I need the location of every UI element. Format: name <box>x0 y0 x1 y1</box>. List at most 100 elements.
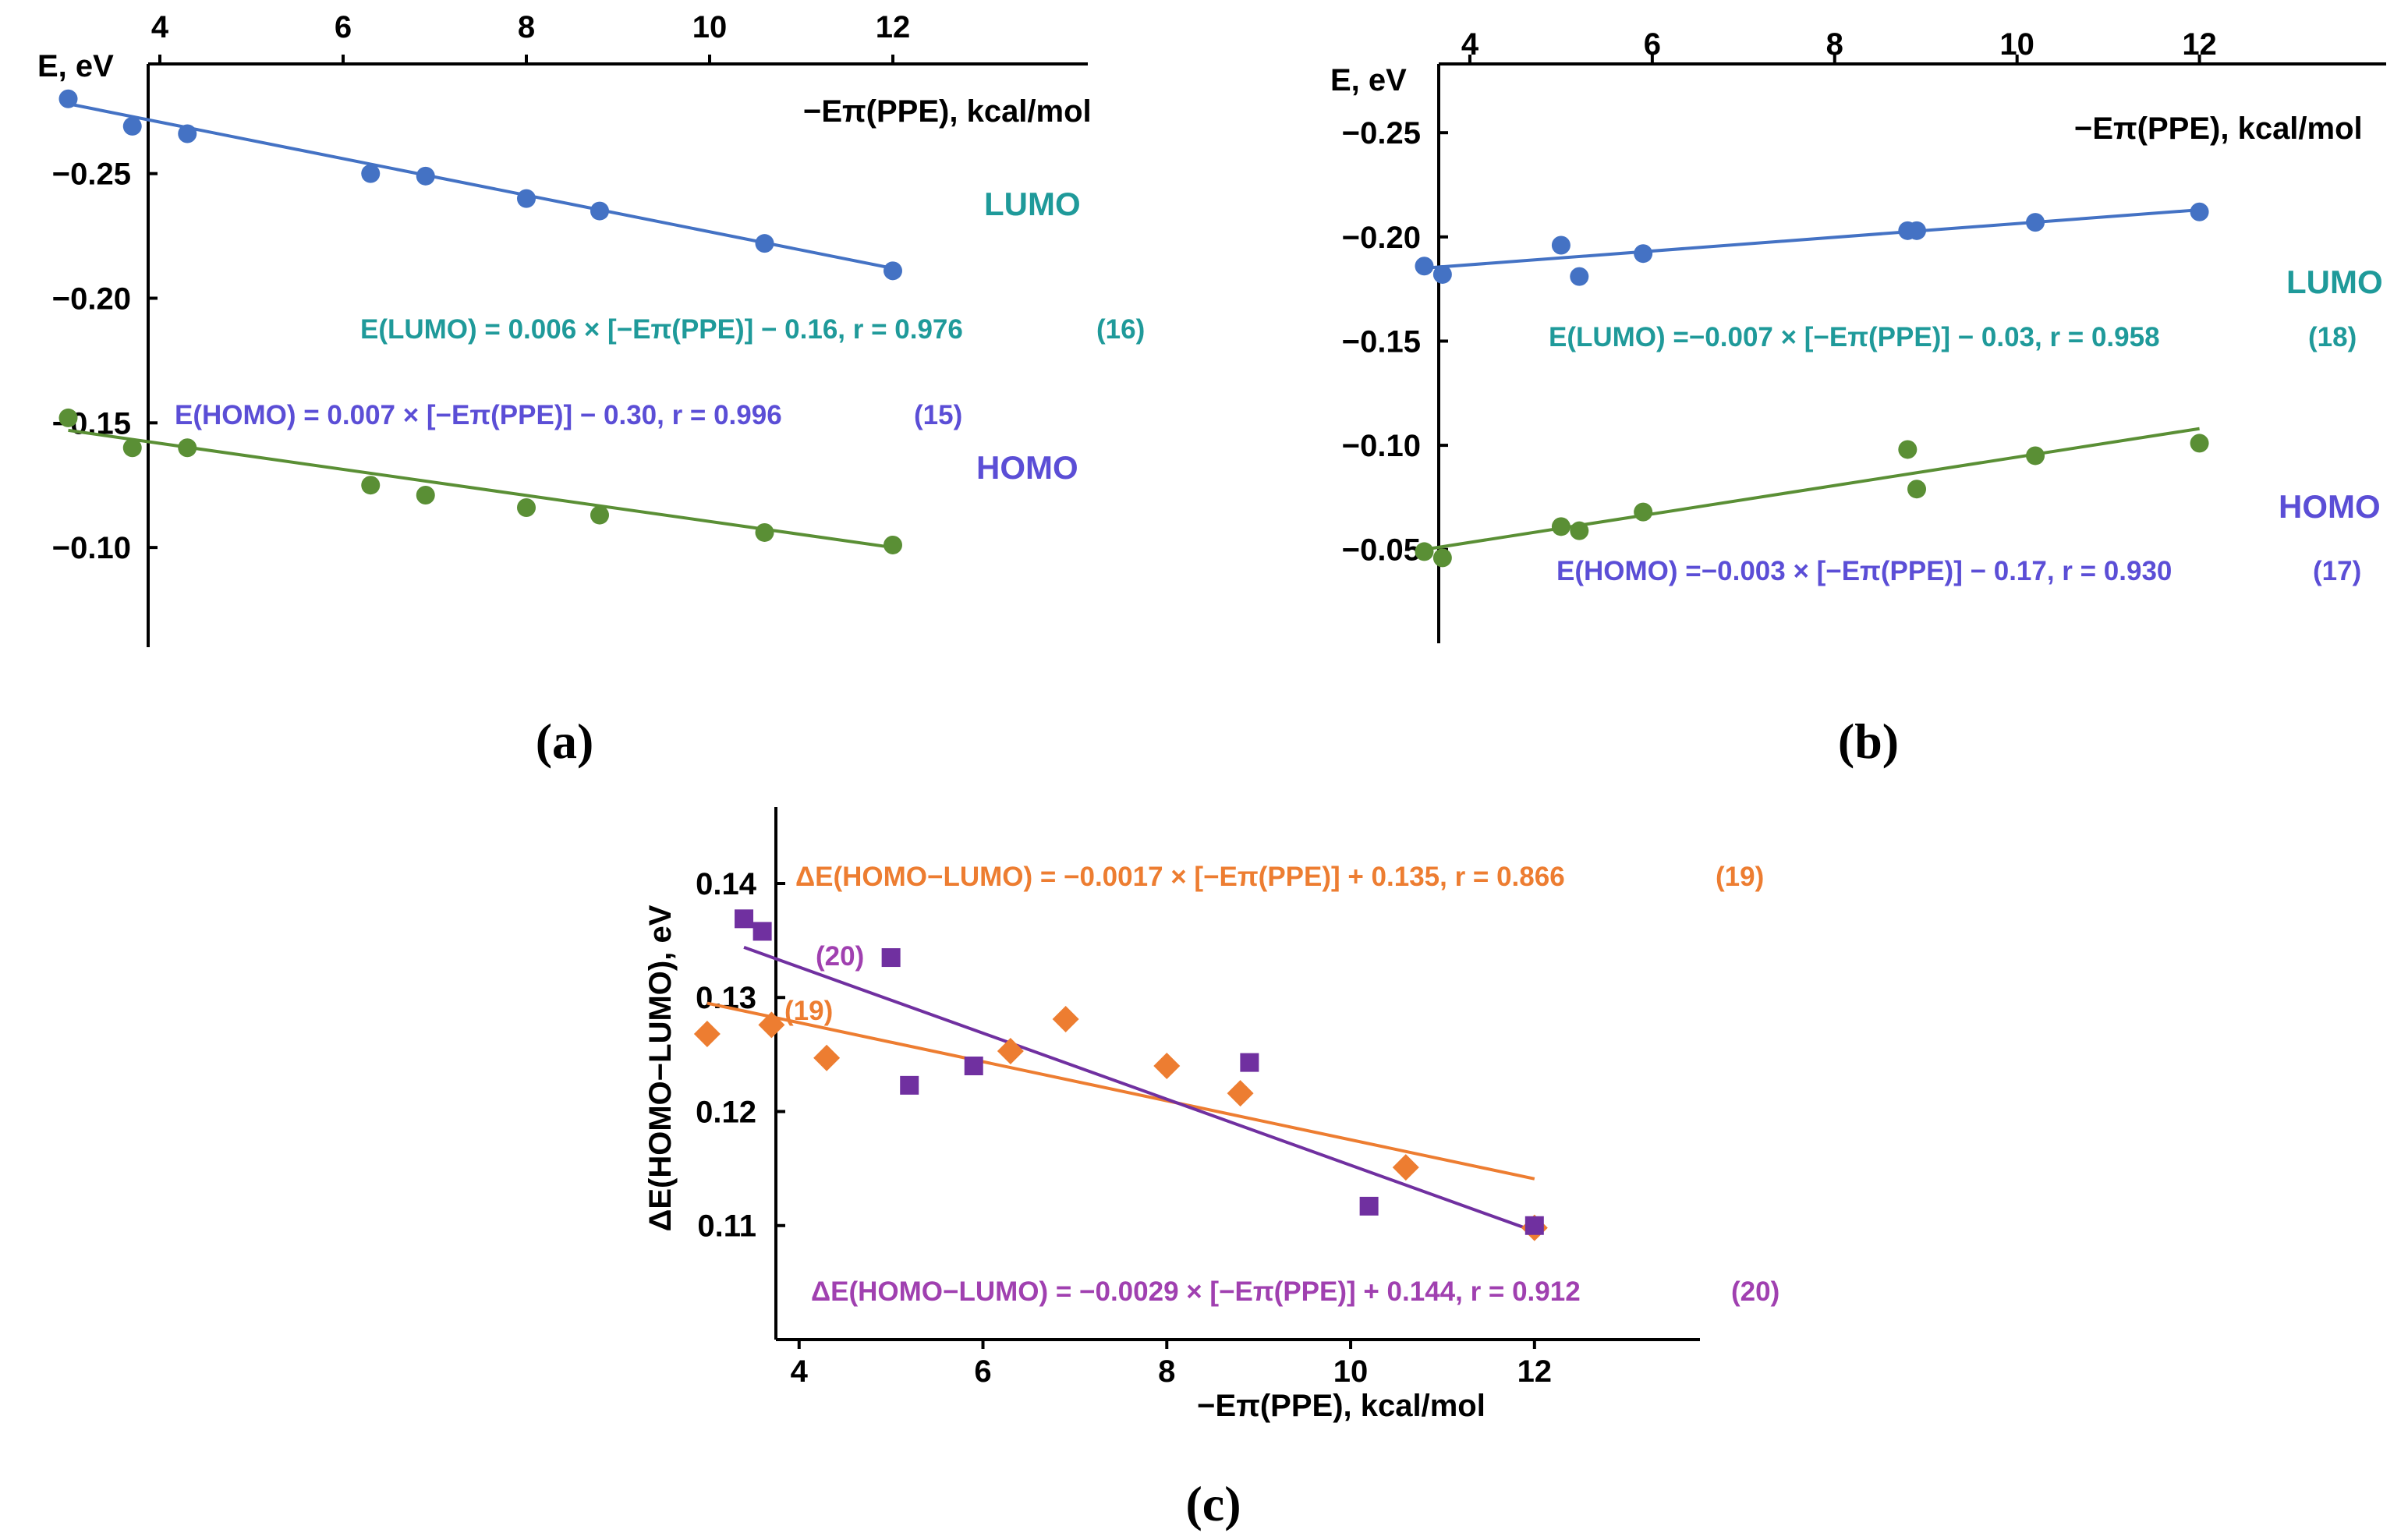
chart-b-y-tick-label: −0.10 <box>1342 429 1421 463</box>
chart-c-purple-equation: ΔE(HOMO−LUMO) = −0.0029 × [−Eπ(PPE)] + 0… <box>811 1276 1581 1307</box>
chart-b-point <box>2026 213 2045 232</box>
chart-c-point <box>997 1037 1024 1064</box>
chart-b-x-tick-label: 10 <box>1999 27 2034 62</box>
chart-c-orange-eq-number: (19) <box>1716 862 1764 892</box>
chart-b-point <box>1907 221 1927 240</box>
panel-c-label: (c) <box>1185 1476 1241 1531</box>
chart-b-xlabel: −Eπ(PPE), kcal/mol <box>2074 112 2363 146</box>
chart-a-ylabel: E, eV <box>37 49 114 83</box>
chart-b-y-tick-label: −0.20 <box>1342 221 1421 255</box>
chart-c-point <box>813 1044 841 1071</box>
chart-b-x-tick-label: 4 <box>1461 27 1479 62</box>
chart-b-point <box>2190 434 2209 453</box>
chart-c-point <box>1052 1006 1079 1033</box>
chart-a-fit-line-1 <box>68 102 894 271</box>
chart-c-fit-line-0 <box>706 1001 1535 1181</box>
chart-a-fit-line-0 <box>68 428 894 550</box>
panel-a-label: (a) <box>536 713 594 769</box>
chart-c-point <box>752 922 772 941</box>
chart-a-point <box>416 166 435 186</box>
chart-b-point <box>1551 517 1571 536</box>
chart-b-x-tick-label: 12 <box>2182 27 2217 62</box>
chart-c-x-ticks: 4 6 8 10 12 <box>791 1340 1552 1389</box>
chart-b-lumo-equation: E(LUMO) =−0.007 × [−Eπ(PPE)] − 0.03, r =… <box>1549 322 2160 352</box>
chart-c-fit-lines <box>706 946 1535 1233</box>
chart-a-point <box>122 438 142 458</box>
chart-a-point <box>590 201 609 221</box>
chart-c-y-tick-label: 0.12 <box>696 1095 756 1129</box>
chart-a-homo-label: HOMO <box>976 449 1078 486</box>
chart-b-fit-line-1 <box>1424 208 2200 270</box>
chart-b-point <box>1570 267 1589 286</box>
chart-a-y-ticks: −0.10−0.15−0.20−0.25 <box>52 158 158 565</box>
chart-a-y-tick-label: −0.10 <box>52 531 131 565</box>
chart-c-points <box>693 909 1548 1241</box>
chart-b-point <box>1907 480 1927 499</box>
chart-a-y-tick-label: −0.20 <box>52 281 131 316</box>
chart-a-point <box>58 408 78 427</box>
chart-a-point <box>58 89 78 108</box>
chart-b-y-tick-label: −0.25 <box>1342 116 1421 150</box>
chart-a-point <box>178 124 197 143</box>
chart-b-point <box>1634 244 1653 264</box>
chart-c-purple-series-tag: (20) <box>816 941 864 972</box>
chart-b-point <box>2026 446 2045 466</box>
chart-b-point <box>2190 202 2209 221</box>
chart-c-point <box>1153 1052 1181 1079</box>
chart-a-fit-lines <box>68 102 894 550</box>
chart-a-x-tick-label: 6 <box>335 10 352 44</box>
chart-a-point <box>755 234 774 253</box>
chart-c-point <box>1524 1216 1544 1235</box>
chart-c-point <box>758 1011 785 1039</box>
chart-c-xlabel: −Eπ(PPE), kcal/mol <box>1197 1389 1486 1423</box>
chart-c-point <box>1227 1080 1254 1107</box>
chart-c-y-ticks: 0.11 0.12 0.13 0.14 <box>696 867 785 1244</box>
chart-c-y-tick-label: 0.11 <box>697 1209 756 1244</box>
chart-b-x-tick-label: 8 <box>1826 27 1843 62</box>
chart-a-x-tick-label: 8 <box>518 10 535 44</box>
chart-c-orange-series-tag: (19) <box>784 996 833 1026</box>
chart-b-fit-line-0 <box>1424 427 2200 551</box>
chart-b-point <box>1898 440 1918 459</box>
panel-b-label: (b) <box>1838 713 1899 769</box>
chart-b-y-ticks: −0.05 −0.10 −0.15 −0.20 −0.25 <box>1342 116 1448 568</box>
chart-a-point <box>122 116 142 136</box>
chart-a-homo-eq-number: (15) <box>914 400 962 430</box>
chart-a-homo-equation: E(HOMO) = 0.007 × [−Eπ(PPE)] − 0.30, r =… <box>175 400 782 430</box>
chart-c-point <box>900 1075 919 1095</box>
chart-c: ΔE(HOMO−LUMO), eV −Eπ(PPE), kcal/mol 4 6 8… <box>643 807 1779 1423</box>
chart-a-point <box>755 522 774 542</box>
chart-a-point <box>590 505 609 525</box>
chart-a-x-tick-label: 12 <box>876 10 911 44</box>
chart-c-point <box>881 948 901 968</box>
chart-b-ylabel: E, eV <box>1330 63 1407 97</box>
chart-c-x-tick-label: 8 <box>1158 1354 1175 1389</box>
chart-b-y-tick-label: −0.05 <box>1342 533 1421 568</box>
chart-c-y-tick-label: 0.13 <box>696 981 756 1015</box>
chart-a-points <box>58 89 902 554</box>
chart-c-point <box>1240 1053 1259 1072</box>
chart-c-purple-eq-number: (20) <box>1731 1276 1779 1307</box>
chart-c-x-tick-label: 12 <box>1517 1354 1553 1389</box>
chart-b-point <box>1415 542 1434 561</box>
chart-b-lumo-label: LUMO <box>2286 264 2383 300</box>
chart-b-lumo-eq-number: (18) <box>2308 322 2357 352</box>
chart-c-fit-line-1 <box>743 946 1535 1233</box>
chart-a-x-tick-label: 10 <box>692 10 728 44</box>
chart-c-x-tick-label: 4 <box>791 1354 809 1389</box>
chart-a-point <box>361 164 381 183</box>
chart-b-point <box>1551 235 1571 255</box>
chart-b-point <box>1432 264 1452 284</box>
chart-c-point <box>1392 1154 1419 1181</box>
chart-b-x-tick-label: 6 <box>1644 27 1661 62</box>
chart-c-orange-equation: ΔE(HOMO−LUMO) = −0.0017 × [−Eπ(PPE)] + 0… <box>795 862 1565 892</box>
chart-a-x-tick-label: 4 <box>151 10 169 44</box>
chart-a-point <box>884 535 902 554</box>
chart-a: E, eV −Eπ(PPE), kcal/mol 4 6 8 10 12 −0.10 −0… <box>37 10 1145 647</box>
chart-b-y-tick-label: −0.15 <box>1342 324 1421 359</box>
chart-c-point <box>1359 1196 1379 1216</box>
chart-b-points <box>1415 202 2209 568</box>
chart-c-x-tick-label: 6 <box>974 1354 991 1389</box>
chart-b: E, eV −Eπ(PPE), kcal/mol 4 6 8 10 12 −0.05−0… <box>1330 27 2386 643</box>
chart-a-xlabel: −Eπ(PPE), kcal/mol <box>803 94 1092 129</box>
